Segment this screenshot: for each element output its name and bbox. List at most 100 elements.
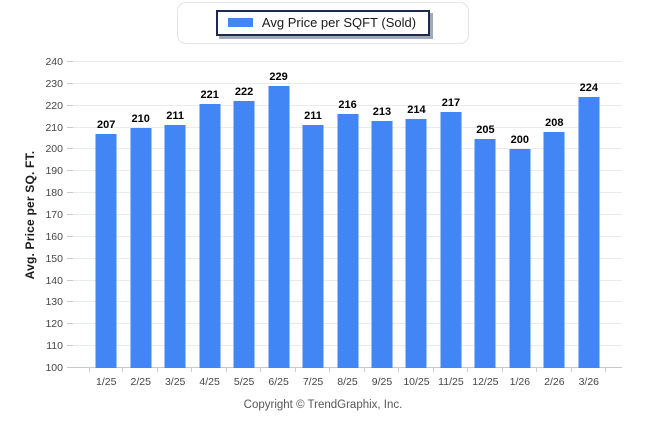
bar-slot: 207 1/25	[89, 62, 124, 388]
x-axis-tick	[398, 368, 400, 372]
x-axis-tick	[294, 368, 296, 372]
x-tick-label: 6/25	[268, 376, 289, 388]
y-tick-label: 210	[45, 121, 63, 134]
x-axis-tick	[191, 368, 193, 372]
bar-value-label: 211	[166, 110, 185, 123]
x-axis-tick	[536, 368, 538, 372]
x-axis-tick	[432, 368, 434, 372]
x-axis-tick	[501, 368, 503, 372]
legend-label: Avg Price per SQFT (Sold)	[261, 15, 417, 30]
bar-slot: 205 12/25	[468, 62, 503, 388]
x-axis-tick	[467, 368, 469, 372]
bar-slot: 229 6/25	[261, 62, 296, 388]
plot-area: 100 110 120 130 140 150 160 170 180 190 200 210 220 2…	[45, 56, 622, 388]
y-tick-label: 240	[45, 56, 63, 68]
x-tick-label: 12/25	[472, 376, 499, 388]
y-tick-mark	[67, 170, 73, 172]
y-tick-label: 200	[45, 143, 63, 156]
y-tick-mark	[67, 82, 73, 84]
bar	[95, 134, 117, 368]
y-tick-mark	[67, 192, 73, 194]
x-tick-label: 5/25	[233, 376, 255, 388]
bar-value-label: 224	[579, 81, 598, 94]
y-tick-mark	[67, 323, 73, 325]
bar-value-label: 200	[510, 134, 530, 147]
x-axis-tick	[570, 368, 572, 372]
bar-value-label: 211	[304, 110, 322, 123]
bar	[474, 138, 496, 368]
bar-slot: 217 11/25	[434, 62, 469, 388]
y-tick-label: 170	[45, 209, 63, 221]
y-tick-label: 220	[45, 99, 63, 112]
y-tick-mark	[67, 279, 73, 281]
bar-slot: 211 3/25	[158, 62, 193, 388]
x-axis-tick	[122, 368, 124, 372]
bar-value-label: 214	[407, 103, 426, 116]
x-tick-label: 4/25	[199, 376, 220, 388]
y-tick-label: 150	[45, 252, 63, 265]
bar-value-label: 208	[545, 116, 564, 129]
bar	[164, 125, 186, 368]
x-axis-tick	[225, 368, 227, 372]
y-axis-title: Avg. Price per SQ. FT.	[23, 150, 37, 280]
bar	[440, 112, 462, 368]
y-tick-mark	[67, 367, 73, 368]
x-tick-label: 1/25	[96, 376, 117, 388]
bar-slot: 213 9/25	[365, 62, 400, 388]
x-axis-tick	[605, 368, 607, 372]
legend-swatch	[227, 18, 253, 27]
x-tick-label: 2/26	[544, 376, 565, 388]
bar-value-label: 217	[441, 97, 461, 110]
bar-slot: 224 3/26	[572, 62, 607, 388]
y-tick-label: 120	[45, 318, 63, 331]
bar-slot: 222 5/25	[227, 62, 262, 388]
x-axis-tick	[260, 368, 262, 372]
x-tick-label: 11/25	[438, 376, 464, 388]
x-axis-tick	[363, 368, 365, 372]
bar-value-label: 222	[234, 86, 254, 99]
x-axis-tick	[329, 368, 331, 372]
bar-slot: 210 2/25	[123, 62, 158, 388]
bar	[302, 125, 324, 368]
x-tick-label: 2/25	[130, 376, 151, 388]
legend-container: Avg Price per SQFT (Sold)	[177, 2, 469, 44]
bar	[578, 96, 600, 368]
bar-slot: 200 1/26	[503, 62, 538, 388]
x-axis-tick	[89, 368, 90, 372]
bar-slot: 216 8/25	[330, 62, 365, 388]
bar	[371, 121, 393, 368]
y-tick-label: 130	[45, 296, 63, 309]
bar	[233, 101, 255, 368]
bar-value-label: 213	[372, 106, 392, 119]
bar-value-label: 221	[200, 88, 219, 101]
bar-value-label: 207	[97, 119, 116, 132]
bar	[405, 118, 427, 368]
bar	[337, 114, 359, 368]
bar-value-label: 205	[476, 123, 495, 136]
bar-value-label: 216	[338, 99, 357, 112]
y-tick-mark	[67, 126, 73, 128]
x-tick-label: 10/25	[403, 376, 430, 388]
bar	[199, 103, 221, 368]
y-tick-mark	[67, 257, 73, 259]
bar-slots: 207 1/25 210 2/25 211 3/25 221 4/25 222 5/25 229 6/…	[73, 62, 622, 388]
bar-value-label: 210	[131, 112, 150, 125]
copyright-text: Copyright © TrendGraphix, Inc.	[243, 399, 403, 411]
y-tick-mark	[67, 235, 73, 237]
y-tick-label: 180	[45, 187, 63, 200]
y-tick-label: 160	[45, 230, 63, 243]
gridline	[73, 104, 622, 106]
x-tick-label: 3/26	[578, 376, 600, 388]
gridline	[73, 82, 622, 84]
y-tick-label: 190	[45, 165, 63, 178]
y-tick-label: 100	[45, 362, 63, 374]
x-tick-label: 8/25	[337, 376, 358, 388]
bar	[130, 127, 152, 368]
x-tick-label: 7/25	[302, 376, 324, 388]
x-axis-tick	[156, 368, 158, 372]
bar	[268, 86, 290, 368]
x-tick-label: 9/25	[371, 376, 393, 388]
x-tick-label: 1/26	[509, 376, 531, 388]
gridline	[73, 61, 622, 62]
